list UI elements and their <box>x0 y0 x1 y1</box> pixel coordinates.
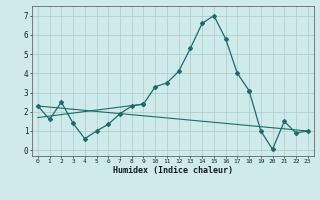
X-axis label: Humidex (Indice chaleur): Humidex (Indice chaleur) <box>113 166 233 175</box>
